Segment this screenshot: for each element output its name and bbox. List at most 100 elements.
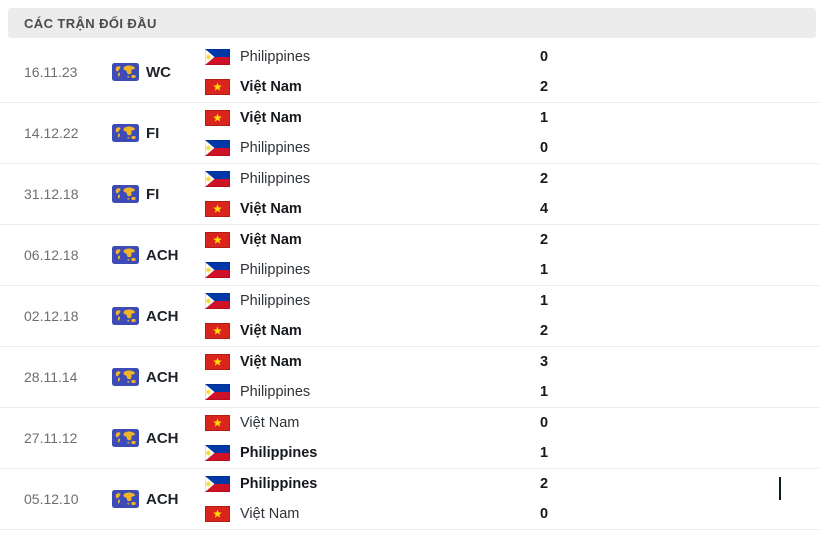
flag-vietnam-icon bbox=[205, 79, 230, 95]
team-line: Philippines 0 bbox=[205, 140, 819, 157]
teams: Việt Nam 3 Philippines 1 bbox=[205, 354, 819, 401]
flag-philippines-icon bbox=[205, 384, 230, 400]
team-name: Philippines bbox=[240, 445, 318, 461]
match-date: 06.12.18 bbox=[24, 247, 79, 263]
team-name: Việt Nam bbox=[240, 506, 300, 522]
team-name: Việt Nam bbox=[240, 110, 302, 126]
match-list: 16.11.23 WC Philippines 0 Việt Nam 2 14.12.22 F… bbox=[0, 42, 824, 530]
world-map-icon bbox=[112, 124, 139, 142]
team-score: 0 bbox=[540, 415, 549, 431]
world-map-icon bbox=[112, 307, 139, 325]
team-score: 2 bbox=[540, 323, 549, 339]
team-name: Việt Nam bbox=[240, 79, 302, 95]
teams: Philippines 2 Việt Nam 4 bbox=[205, 171, 819, 218]
world-map-icon bbox=[112, 246, 139, 264]
flag-philippines-icon bbox=[205, 140, 230, 156]
team-line: Việt Nam 0 bbox=[205, 506, 819, 523]
match-row[interactable]: 02.12.18 ACH Philippines 1 Việt Nam 2 bbox=[0, 286, 819, 347]
section-header: CÁC TRẬN ĐỐI ĐẦU bbox=[8, 8, 816, 38]
flag-vietnam-icon bbox=[205, 323, 230, 339]
competition: WC bbox=[112, 63, 205, 81]
competition: FI bbox=[112, 124, 205, 142]
competition-code: ACH bbox=[146, 307, 179, 325]
team-name: Philippines bbox=[240, 262, 311, 278]
competition: ACH bbox=[112, 429, 205, 447]
flag-philippines-icon bbox=[205, 49, 230, 65]
team-score: 0 bbox=[540, 49, 549, 65]
world-map-icon bbox=[112, 368, 139, 386]
world-map-icon bbox=[112, 63, 139, 81]
team-line: Philippines 0 bbox=[205, 49, 819, 66]
match-date: 16.11.23 bbox=[24, 64, 78, 80]
team-name: Philippines bbox=[240, 140, 311, 156]
team-line: Việt Nam 2 bbox=[205, 323, 819, 340]
team-line: Philippines 1 bbox=[205, 445, 819, 462]
competition: FI bbox=[112, 185, 205, 203]
team-name: Việt Nam bbox=[240, 323, 302, 339]
teams: Việt Nam 0 Philippines 1 bbox=[205, 415, 819, 462]
match-row[interactable]: 16.11.23 WC Philippines 0 Việt Nam 2 bbox=[0, 42, 819, 103]
flag-vietnam-icon bbox=[205, 201, 230, 217]
flag-philippines-icon bbox=[205, 171, 230, 187]
competition: ACH bbox=[112, 368, 205, 386]
team-line: Philippines 1 bbox=[205, 384, 819, 401]
competition-code: ACH bbox=[146, 368, 179, 386]
match-row[interactable]: 31.12.18 FI Philippines 2 Việt Nam 4 bbox=[0, 164, 819, 225]
match-date: 31.12.18 bbox=[24, 186, 79, 202]
team-line: Philippines 2 bbox=[205, 171, 819, 188]
team-score: 2 bbox=[540, 476, 549, 492]
match-date: 05.12.10 bbox=[24, 491, 79, 507]
match-row[interactable]: 27.11.12 ACH Việt Nam 0 Philippines 1 bbox=[0, 408, 819, 469]
competition: ACH bbox=[112, 307, 205, 325]
team-score: 1 bbox=[540, 293, 549, 309]
team-score: 1 bbox=[540, 445, 549, 461]
flag-vietnam-icon bbox=[205, 232, 230, 248]
match-date: 02.12.18 bbox=[24, 308, 79, 324]
team-name: Việt Nam bbox=[240, 354, 302, 370]
match-row[interactable]: 28.11.14 ACH Việt Nam 3 Philippines 1 bbox=[0, 347, 819, 408]
team-line: Việt Nam 1 bbox=[205, 110, 819, 127]
team-name: Philippines bbox=[240, 171, 311, 187]
team-score: 2 bbox=[540, 232, 549, 248]
competition: ACH bbox=[112, 490, 205, 508]
team-name: Việt Nam bbox=[240, 232, 302, 248]
team-name: Philippines bbox=[240, 49, 311, 65]
team-line: Việt Nam 2 bbox=[205, 232, 819, 249]
teams: Việt Nam 2 Philippines 1 bbox=[205, 232, 819, 279]
competition-code: FI bbox=[146, 185, 160, 203]
world-map-icon bbox=[112, 185, 139, 203]
team-name: Philippines bbox=[240, 476, 318, 492]
team-line: Philippines 1 bbox=[205, 262, 819, 279]
team-line: Việt Nam 2 bbox=[205, 79, 819, 96]
competition: ACH bbox=[112, 246, 205, 264]
teams: Philippines 1 Việt Nam 2 bbox=[205, 293, 819, 340]
world-map-icon bbox=[112, 490, 139, 508]
teams: Philippines 0 Việt Nam 2 bbox=[205, 49, 819, 96]
team-line: Philippines 2 bbox=[205, 476, 819, 493]
flag-philippines-icon bbox=[205, 445, 230, 461]
team-score: 3 bbox=[540, 354, 549, 370]
team-name: Philippines bbox=[240, 293, 311, 309]
team-score: 2 bbox=[540, 171, 549, 187]
flag-philippines-icon bbox=[205, 262, 230, 278]
competition-code: FI bbox=[146, 124, 160, 142]
team-score: 0 bbox=[540, 140, 549, 156]
competition-code: ACH bbox=[146, 246, 179, 264]
team-line: Việt Nam 0 bbox=[205, 415, 819, 432]
teams: Philippines 2 Việt Nam 0 bbox=[205, 476, 819, 523]
world-map-icon bbox=[112, 429, 139, 447]
match-row[interactable]: 14.12.22 FI Việt Nam 1 Philippines 0 bbox=[0, 103, 819, 164]
text-cursor-artifact bbox=[779, 477, 781, 500]
team-score: 4 bbox=[540, 201, 549, 217]
flag-vietnam-icon bbox=[205, 110, 230, 126]
match-date: 14.12.22 bbox=[24, 125, 79, 141]
team-line: Việt Nam 3 bbox=[205, 354, 819, 371]
team-name: Việt Nam bbox=[240, 415, 300, 431]
team-name: Việt Nam bbox=[240, 201, 302, 217]
match-row[interactable]: 05.12.10 ACH Philippines 2 Việt Nam 0 bbox=[0, 469, 819, 530]
team-score: 1 bbox=[540, 110, 549, 126]
match-row[interactable]: 06.12.18 ACH Việt Nam 2 Philippines 1 bbox=[0, 225, 819, 286]
flag-vietnam-icon bbox=[205, 415, 230, 431]
match-date: 27.11.12 bbox=[24, 430, 78, 446]
team-line: Philippines 1 bbox=[205, 293, 819, 310]
